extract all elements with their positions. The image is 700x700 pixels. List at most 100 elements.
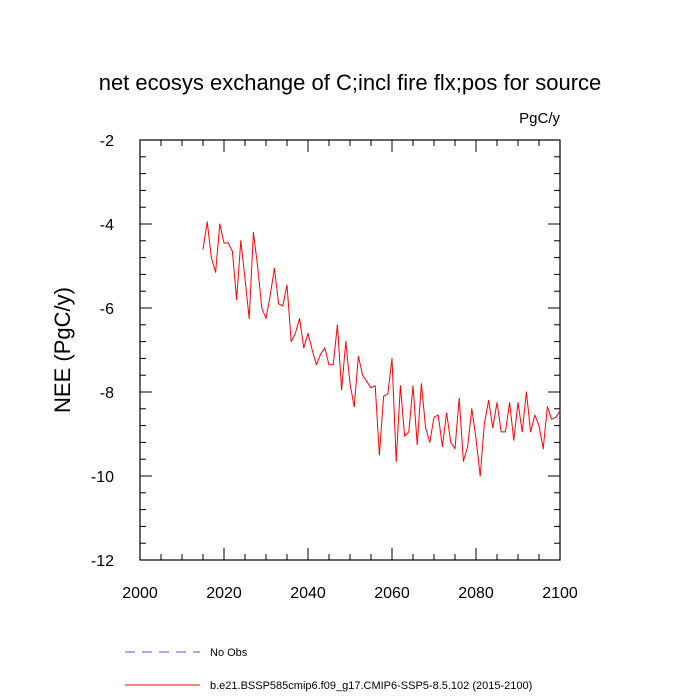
data-point xyxy=(311,349,313,351)
data-point xyxy=(265,318,267,319)
data-point xyxy=(278,303,280,305)
data-point xyxy=(227,242,229,244)
series-segment xyxy=(483,400,490,424)
series-segment xyxy=(546,406,553,420)
series-segment xyxy=(206,221,212,258)
series-segment xyxy=(517,402,523,432)
data-point xyxy=(223,242,225,244)
data-point xyxy=(538,425,540,427)
series-segment xyxy=(236,240,242,300)
units-label: PgC/y xyxy=(519,110,560,127)
series-segment xyxy=(219,223,225,244)
data-point xyxy=(496,402,498,403)
data-point xyxy=(521,431,523,433)
y-tick-label: -2 xyxy=(100,133,114,150)
data-point xyxy=(488,399,490,401)
data-point xyxy=(366,381,368,382)
data-point xyxy=(215,271,217,273)
data-point xyxy=(315,364,317,366)
data-point xyxy=(374,385,376,387)
data-point xyxy=(500,431,502,433)
series-segment xyxy=(269,268,275,296)
series-segment xyxy=(408,385,414,432)
series-segment xyxy=(488,400,494,428)
series-segment xyxy=(542,406,548,449)
series-segment xyxy=(324,347,330,365)
series-segment xyxy=(341,341,347,390)
series-segment xyxy=(462,446,469,462)
data-point xyxy=(475,437,477,439)
series-segment xyxy=(433,414,439,418)
data-point xyxy=(429,441,431,443)
series-segment xyxy=(320,347,326,355)
series-segment xyxy=(215,223,221,273)
series-segment xyxy=(399,385,406,437)
data-point xyxy=(416,444,418,445)
series-segment xyxy=(467,408,473,447)
data-point xyxy=(206,221,208,223)
series-segment xyxy=(366,381,372,389)
series-segment xyxy=(450,442,456,449)
data-point xyxy=(240,240,242,242)
data-point xyxy=(420,383,422,385)
data-point xyxy=(202,248,204,250)
data-point xyxy=(286,284,288,286)
series-segment xyxy=(349,383,355,407)
x-tick-label: 2080 xyxy=(458,585,494,602)
series-segment xyxy=(429,417,435,443)
data-point xyxy=(399,385,401,387)
legend-label-no-obs: No Obs xyxy=(210,647,248,659)
y-tick-label: -12 xyxy=(91,553,114,570)
series-segment xyxy=(294,318,301,334)
data-point xyxy=(320,353,322,355)
data-point xyxy=(357,355,359,357)
data-point xyxy=(446,412,448,414)
data-point xyxy=(530,431,532,433)
data-point xyxy=(458,397,460,399)
series-segment xyxy=(227,242,233,252)
series-segment xyxy=(446,412,452,443)
data-point xyxy=(433,416,435,418)
series-segment xyxy=(202,221,208,250)
data-point xyxy=(370,387,372,389)
axis-tick-labels: 2000 2020 2040 2060 2080 2100 -2 -4 -6 -8 -10 -12 xyxy=(91,133,578,602)
series-segment xyxy=(391,358,397,462)
data-point xyxy=(236,299,238,301)
data-point xyxy=(391,357,393,359)
x-tick-label: 2040 xyxy=(290,585,326,602)
series-segment xyxy=(479,423,485,477)
series-segment xyxy=(530,414,536,433)
series-segment xyxy=(404,431,410,437)
series-segment xyxy=(282,284,288,306)
data-point xyxy=(345,341,347,343)
series-segment xyxy=(504,402,511,432)
plot-frame xyxy=(139,139,561,561)
data-point xyxy=(441,446,443,448)
series-segment xyxy=(252,232,259,267)
data-point xyxy=(492,427,494,429)
data-point xyxy=(425,427,427,429)
series-segment xyxy=(370,385,376,389)
series-segment xyxy=(521,391,527,432)
series-segment xyxy=(257,265,263,309)
series-segment xyxy=(299,318,305,348)
data-point xyxy=(404,435,406,437)
series-segment xyxy=(248,232,254,319)
series-segment xyxy=(525,391,532,432)
data-point xyxy=(462,460,464,462)
data-point xyxy=(559,410,561,412)
legend-label-model-run: b.e21.BSSP585cmip6.f09_g17.CMIP6-SSP5-8.… xyxy=(210,680,532,692)
series-segment xyxy=(311,349,317,365)
series-segment xyxy=(420,383,427,428)
series-segment xyxy=(374,385,380,456)
series-segment xyxy=(240,240,246,279)
series-segment xyxy=(425,427,431,443)
data-point xyxy=(299,318,301,319)
data-point xyxy=(248,318,250,319)
data-point xyxy=(437,414,439,416)
series-segment xyxy=(315,354,322,365)
legend: No Obs b.e21.BSSP585cmip6.f09_g17.CMIP6-… xyxy=(125,647,532,692)
x-tick-label: 2020 xyxy=(206,585,242,602)
series-segment xyxy=(362,374,368,382)
x-tick-label: 2100 xyxy=(542,585,578,602)
